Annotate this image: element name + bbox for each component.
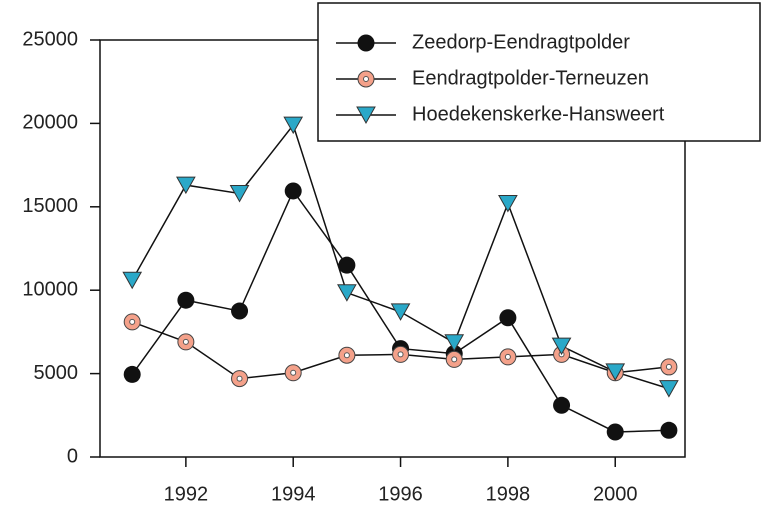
marker [444, 334, 465, 352]
marker-triangle [229, 184, 250, 203]
marker-triangle [176, 176, 196, 195]
marker [551, 337, 572, 356]
marker [499, 309, 517, 327]
marker-dot [290, 369, 297, 376]
marker-dot [397, 351, 404, 358]
marker [123, 365, 141, 383]
marker-circle [231, 302, 249, 320]
marker [231, 302, 249, 320]
marker [177, 333, 195, 351]
marker-circle [553, 396, 571, 414]
marker [660, 358, 678, 376]
legend-label: Zeedorp-Eendragtpolder [412, 31, 630, 53]
marker-dot [182, 338, 189, 345]
marker-circle [284, 182, 302, 200]
marker [390, 303, 411, 321]
x-tick-label: 1994 [271, 483, 316, 505]
marker-dot [504, 353, 511, 360]
legend-label: Hoedekenskerke-Hansweert [412, 103, 665, 125]
marker-triangle [337, 284, 357, 302]
y-tick-label: 15000 [22, 195, 78, 217]
marker-circle [338, 256, 356, 274]
marker-triangle [659, 380, 679, 398]
marker-circle [123, 365, 141, 383]
marker-circle [606, 423, 624, 441]
x-tick-label: 1992 [164, 483, 209, 505]
marker [123, 313, 141, 331]
y-tick-label: 10000 [22, 278, 78, 300]
marker [337, 284, 357, 302]
marker-dot [451, 356, 458, 363]
marker-circle [660, 421, 678, 439]
marker-triangle [122, 271, 143, 290]
marker-triangle [551, 337, 572, 356]
marker-dot [343, 352, 350, 359]
y-tick-label: 5000 [34, 362, 79, 384]
marker [231, 370, 249, 388]
y-tick-label: 20000 [22, 112, 78, 134]
marker [177, 291, 195, 309]
legend-marker [357, 70, 375, 88]
marker-circle [357, 34, 375, 52]
marker [284, 182, 302, 200]
marker [606, 423, 624, 441]
marker-triangle [444, 334, 465, 352]
marker [498, 194, 518, 213]
marker [176, 176, 196, 195]
marker [605, 363, 626, 381]
x-tick-label: 1996 [378, 483, 423, 505]
marker [660, 421, 678, 439]
marker [659, 380, 679, 398]
marker-circle [499, 309, 517, 327]
marker [499, 348, 517, 366]
y-tick-label: 25000 [22, 28, 78, 50]
marker [122, 271, 143, 290]
marker-triangle [605, 363, 626, 381]
legend-label: Eendragtpolder-Terneuzen [412, 67, 649, 89]
marker [283, 116, 304, 135]
x-tick-label: 2000 [593, 483, 638, 505]
marker-triangle [356, 106, 376, 125]
marker-triangle [498, 194, 518, 213]
marker-dot [363, 76, 369, 82]
legend-box [317, 2, 761, 142]
marker [445, 350, 463, 368]
marker-triangle [283, 116, 304, 135]
y-tick-label: 0 [67, 445, 78, 467]
marker [229, 184, 250, 203]
marker [338, 256, 356, 274]
legend-marker [357, 34, 375, 52]
marker-triangle [390, 303, 411, 321]
marker [338, 346, 356, 364]
x-tick-label: 1998 [486, 483, 531, 505]
marker-dot [236, 375, 243, 382]
marker [553, 396, 571, 414]
marker [284, 364, 302, 382]
marker [392, 345, 410, 363]
legend-marker [356, 106, 376, 125]
marker-circle [177, 291, 195, 309]
marker-dot [665, 363, 672, 370]
marker-dot [129, 318, 136, 325]
